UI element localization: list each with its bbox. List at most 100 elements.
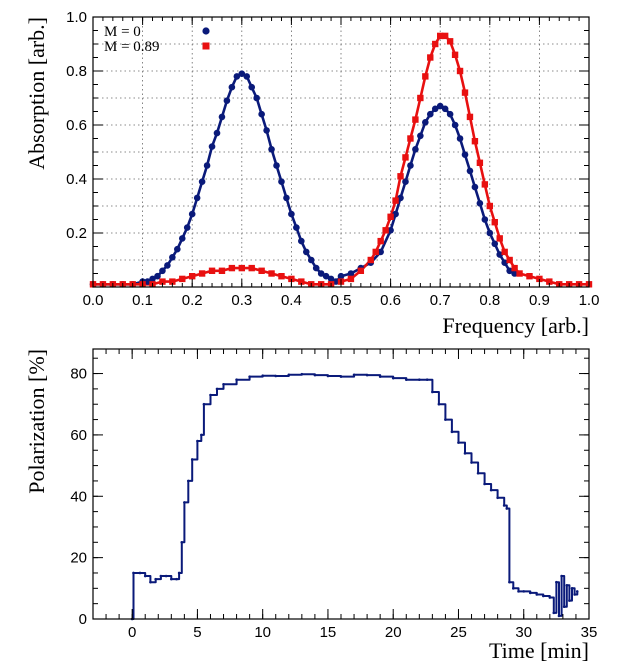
data-point-m089 <box>288 275 295 283</box>
polarization-point <box>138 571 142 575</box>
x-tick-label: 25 <box>450 624 467 641</box>
data-point-m089 <box>218 267 226 274</box>
data-point-m0 <box>466 167 474 175</box>
polarization-point <box>154 577 157 581</box>
data-point-m089 <box>471 138 479 145</box>
polarization-point <box>175 577 178 581</box>
data-point-m089 <box>546 278 553 285</box>
data-point-m0 <box>298 237 305 245</box>
x-axis-title: Time [min] <box>489 638 589 663</box>
data-point-m0 <box>178 235 186 242</box>
data-point-m089 <box>422 73 429 80</box>
polarization-point <box>196 439 199 443</box>
data-point-m089 <box>248 264 255 272</box>
data-point-m089 <box>278 273 285 280</box>
x-tick-label: 10 <box>254 624 271 641</box>
data-point-m0 <box>183 224 191 231</box>
data-point-m089 <box>382 227 389 234</box>
data-point-m0 <box>188 210 196 218</box>
polarization-point <box>528 591 532 595</box>
x-tick-label: 1.0 <box>579 292 600 309</box>
x-tick-label: 0.4 <box>281 292 302 309</box>
data-point-m0 <box>203 162 211 169</box>
polarization-point <box>352 373 356 377</box>
data-point-m089 <box>258 267 265 274</box>
data-point-m0 <box>456 135 464 142</box>
data-point-m0 <box>496 251 504 258</box>
data-point-m0 <box>293 224 300 231</box>
polarization-point <box>391 376 395 380</box>
grid-lines <box>93 17 589 287</box>
data-point-m0 <box>392 210 399 218</box>
polarization-point <box>202 402 206 406</box>
data-point-m089 <box>189 273 196 280</box>
polarization-point <box>568 599 571 602</box>
polarization-point <box>560 574 563 578</box>
polarization-point <box>557 614 561 618</box>
x-tick-label: 30 <box>515 624 532 641</box>
axis-ticks: 0 5 10 15 20 25 30 35 0 20 40 60 80 <box>70 349 597 641</box>
data-point-m0 <box>407 162 414 169</box>
legend-marker-m0 <box>202 27 210 35</box>
data-point-m0 <box>422 119 429 126</box>
polarization-point <box>575 590 579 593</box>
data-point-m089 <box>427 54 434 61</box>
polarization-point <box>505 507 509 510</box>
data-point-m0 <box>387 227 394 234</box>
data-point-m0 <box>436 102 444 110</box>
data-point-m0 <box>506 267 513 275</box>
data-point-m089 <box>387 213 394 220</box>
data-point-m0 <box>278 178 285 185</box>
polarization-point <box>496 496 499 500</box>
data-point-m0 <box>302 248 310 256</box>
x-tick-label: 0.0 <box>83 292 104 309</box>
polarization-point <box>164 574 168 578</box>
data-point-m089 <box>486 202 493 210</box>
data-point-m089 <box>456 67 464 75</box>
data-point-m089 <box>228 264 236 272</box>
plot-frame <box>92 348 590 620</box>
data-point-m0 <box>208 143 216 150</box>
data-point-m089 <box>461 89 469 96</box>
polarization-point <box>190 458 194 461</box>
data-point-m0 <box>154 272 161 280</box>
y-axis-title: Absorption [arb.] <box>24 17 49 170</box>
data-point-m0 <box>337 272 345 280</box>
polarization-point <box>313 373 317 377</box>
data-point-m0 <box>228 83 236 91</box>
data-point-m0 <box>233 73 241 80</box>
polarization-chart: 0 5 10 15 20 25 30 35 0 20 40 60 80 Time [min] Polar… <box>24 348 597 663</box>
data-point-m0 <box>501 259 508 267</box>
data-point-m0 <box>476 200 484 207</box>
polarization-point <box>143 574 147 578</box>
data-point-m0 <box>263 127 270 134</box>
data-point-m0 <box>164 262 171 269</box>
data-point-m089 <box>526 273 533 280</box>
polarization-point <box>300 372 304 376</box>
data-point-m089 <box>441 32 449 40</box>
data-point-m089 <box>511 264 518 272</box>
polarization-point <box>502 504 506 507</box>
data-point-m0 <box>268 146 275 153</box>
legend-label-m089: M = 0.89 <box>104 39 160 55</box>
y-tick-label: 0.6 <box>66 117 87 134</box>
data-point-m089 <box>298 278 305 285</box>
polarization-point <box>365 373 369 377</box>
data-point-m0 <box>238 70 246 77</box>
data-point-m0 <box>446 110 454 118</box>
polarization-point <box>235 378 238 381</box>
data-point-m0 <box>307 256 315 264</box>
data-point-m0 <box>198 178 206 185</box>
data-point-m0 <box>377 248 384 256</box>
data-point-m0 <box>397 194 404 202</box>
polarization-point <box>470 461 473 464</box>
polarization-point <box>444 418 447 421</box>
data-point-m089 <box>432 40 439 48</box>
data-point-m089 <box>397 173 404 180</box>
polarization-point <box>565 583 569 587</box>
polarization-point <box>170 577 173 581</box>
data-point-m089 <box>377 237 384 245</box>
x-tick-label: 20 <box>385 624 402 641</box>
polarization-point <box>404 378 408 381</box>
